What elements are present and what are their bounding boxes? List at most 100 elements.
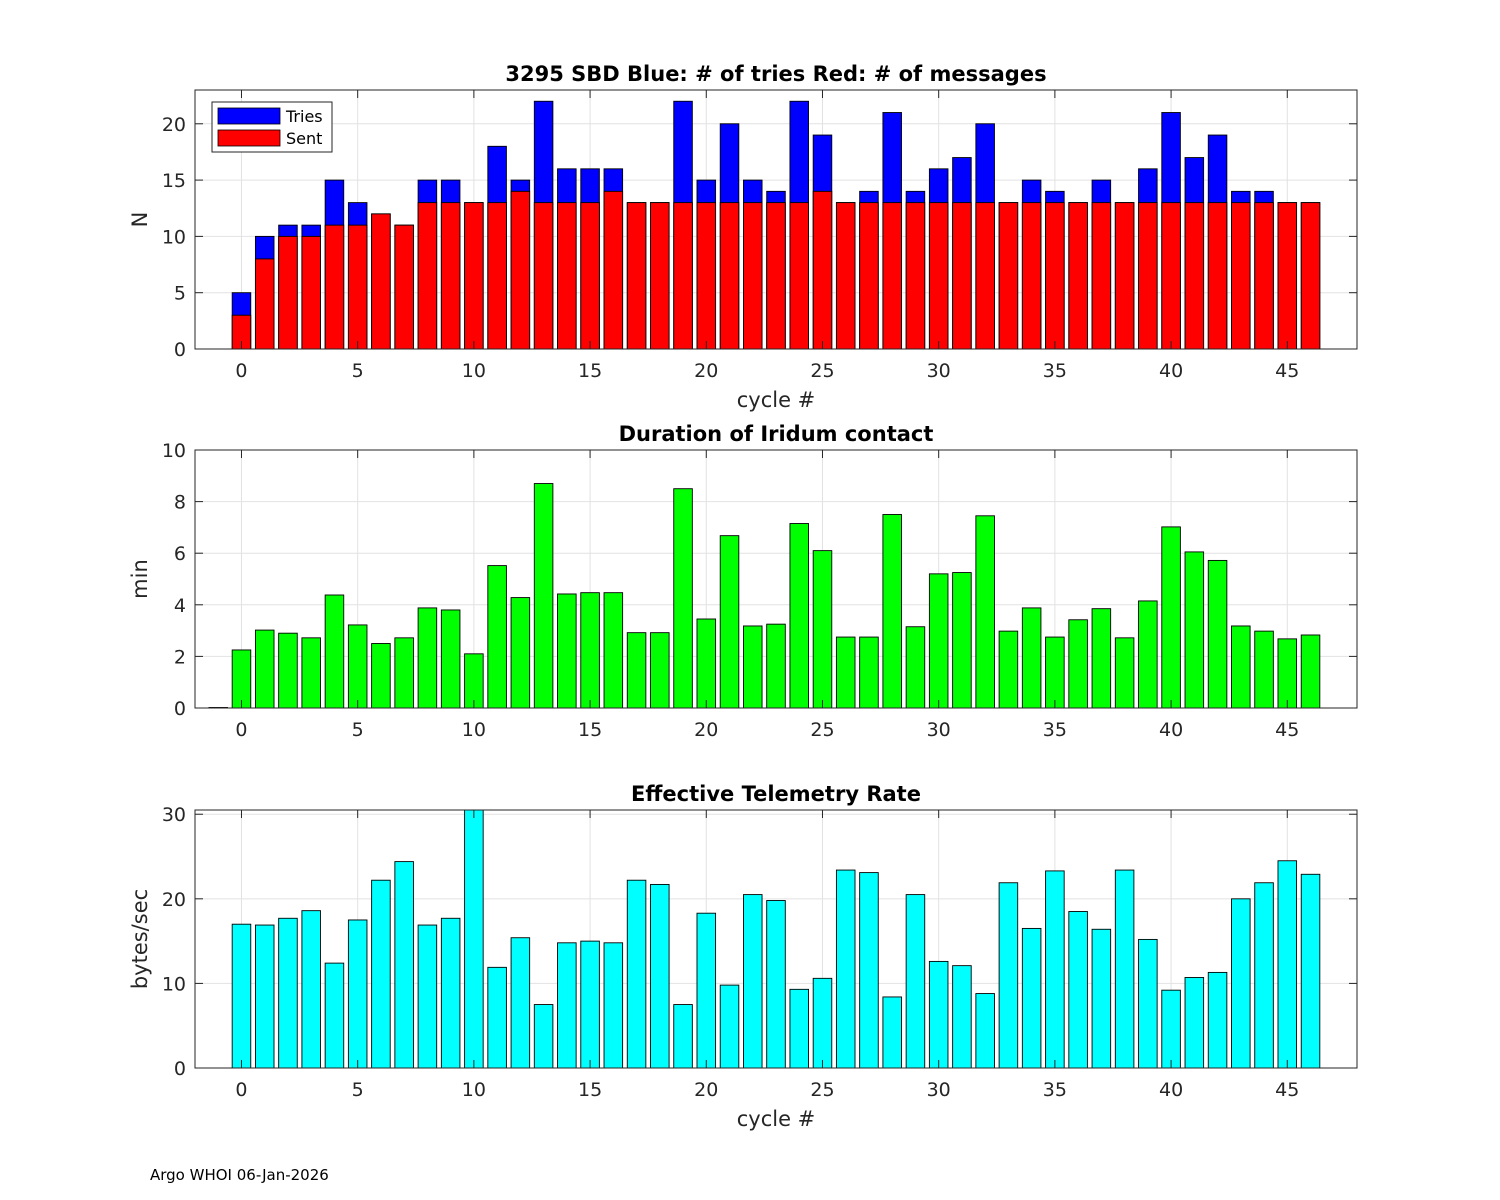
bar-rate-18 [650, 883, 670, 1069]
bar-rate-36 [1068, 911, 1088, 1069]
axes-frame [194, 89, 1358, 350]
bar-sent-7 [394, 224, 414, 350]
bar-sent-18 [650, 202, 670, 350]
bar-duration-22 [743, 625, 763, 709]
legend-swatch-tries [217, 107, 281, 125]
bar-rate-13 [533, 1004, 554, 1069]
bar-sent-2 [278, 235, 298, 350]
axes-frame [194, 449, 1358, 709]
x-tick-label: 10 [462, 719, 486, 741]
bar-duration-35 [1045, 636, 1065, 709]
bar-duration-1 [254, 629, 275, 709]
x-tick-label: 40 [1159, 360, 1183, 382]
bar-rate-2 [278, 917, 298, 1069]
bar-sent-14 [557, 202, 577, 350]
bar-duration-46 [1300, 634, 1321, 709]
bar-duration-32 [975, 515, 995, 709]
subplot-1: 0 5 10 15 20 25 30 35 40 45 0 5 10 15 20 3295 SBD Blue:… [128, 62, 1358, 412]
bar-rate-33 [998, 882, 1019, 1069]
y-tick-label: 10 [162, 226, 186, 248]
bar-rate-9 [440, 917, 461, 1069]
x-axis-label: cycle # [737, 388, 816, 412]
bar-rate-35 [1045, 870, 1065, 1069]
bar-rate-14 [557, 942, 577, 1069]
bar-duration-8 [417, 607, 438, 709]
bar-duration-12 [510, 597, 531, 709]
x-tick-label: 15 [578, 1079, 602, 1101]
x-tick-label: 10 [462, 360, 486, 382]
bar-sent-38 [1114, 202, 1135, 350]
y-axis-label: N [128, 212, 152, 228]
x-tick-label: 35 [1043, 1079, 1067, 1101]
bar-sent-4 [324, 224, 345, 350]
bar-rate-12 [510, 937, 531, 1069]
x-tick-label: 30 [927, 719, 951, 741]
bar-duration-38 [1114, 637, 1135, 709]
bar-sent-23 [766, 202, 786, 350]
x-tick-label: 20 [694, 719, 718, 741]
legend-label-tries: Tries [285, 107, 323, 126]
x-tick-label: 5 [352, 719, 364, 741]
bar-sent-9 [440, 202, 461, 350]
bar-duration-5 [347, 624, 368, 709]
bar-rate-26 [835, 869, 856, 1069]
bar-duration-44 [1254, 630, 1274, 709]
bar-sent-34 [1021, 202, 1042, 350]
bar-duration-19 [673, 488, 693, 709]
bar-sent-15 [580, 202, 600, 350]
bar-sent-32 [975, 202, 995, 350]
bar-duration-16 [603, 592, 624, 709]
x-tick-label: 25 [810, 360, 834, 382]
bar-sent-20 [696, 202, 717, 350]
bar-rate-22 [743, 894, 763, 1069]
legend: Tries Sent [211, 101, 333, 153]
y-axis-label: bytes/sec [128, 889, 152, 989]
bar-sent-11 [487, 202, 507, 350]
bar-sent-37 [1091, 202, 1112, 350]
bar-rate-32 [975, 993, 995, 1069]
bar-sent-29 [905, 202, 926, 350]
bar-duration-11 [487, 565, 507, 709]
x-tick-label: 45 [1275, 719, 1299, 741]
bar-rate-42 [1207, 971, 1228, 1069]
bar-rate-8 [417, 924, 438, 1069]
bar-sent-35 [1045, 202, 1065, 350]
bar-rate-3 [301, 910, 321, 1069]
bar-sent-36 [1068, 202, 1088, 350]
subplot-2: 0 5 10 15 20 25 30 35 40 45 0 2 4 6 8 10 Duration of Iri… [128, 422, 1358, 741]
bar-duration-9 [440, 609, 461, 709]
bar-sent-26 [835, 202, 856, 350]
bar-rate-34 [1021, 927, 1042, 1069]
bar-duration-28 [882, 514, 902, 709]
y-tick-label: 5 [174, 283, 186, 305]
bar-rate-45 [1277, 860, 1298, 1069]
legend-label-sent: Sent [286, 129, 322, 148]
x-tick-label: 45 [1275, 1079, 1299, 1101]
bar-rate-38 [1114, 869, 1135, 1069]
bar-rate-39 [1138, 938, 1158, 1069]
bar-sent-43 [1231, 202, 1251, 350]
chart-title: Duration of Iridum contact [619, 422, 934, 446]
y-tick-label: 0 [174, 339, 186, 361]
bar-sent-39 [1138, 202, 1158, 350]
bar-duration-23 [766, 623, 786, 709]
bar-rate-7 [394, 861, 414, 1069]
bar-sent-40 [1161, 202, 1181, 350]
bar-duration-18 [650, 632, 670, 709]
bar-duration-37 [1091, 608, 1112, 709]
bar-sent-8 [417, 202, 438, 350]
bar-sent-3 [301, 235, 321, 350]
bar-sent-45 [1277, 202, 1298, 350]
bar-rate-16 [603, 942, 624, 1069]
bar-sent-30 [928, 202, 949, 350]
bar-sent-25 [812, 190, 833, 350]
y-tick-label: 20 [162, 114, 186, 136]
y-tick-label: 15 [162, 170, 186, 192]
bar-rate-15 [580, 940, 600, 1069]
y-axis-label: min [128, 559, 152, 599]
y-tick-label: 0 [174, 1058, 186, 1080]
x-tick-label: 40 [1159, 1079, 1183, 1101]
x-tick-label: 40 [1159, 719, 1183, 741]
x-tick-label: 35 [1043, 360, 1067, 382]
